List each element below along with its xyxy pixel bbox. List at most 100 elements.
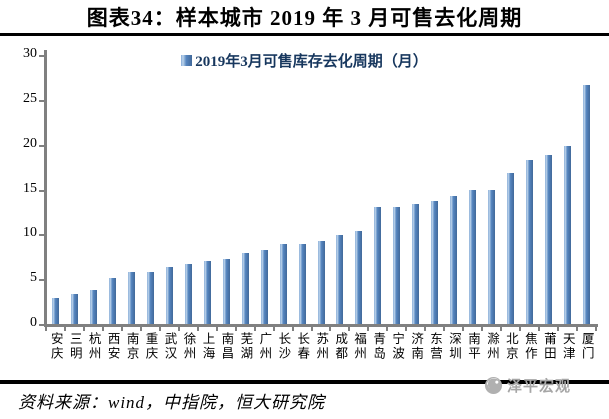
bar-北京: [507, 173, 515, 324]
x-axis-tick: [158, 327, 161, 331]
x-axis-tick: [424, 327, 427, 331]
x-axis-tick: [291, 327, 294, 331]
x-axis-category-label: 滁州: [484, 332, 499, 361]
y-axis-tick: [39, 99, 45, 102]
bar-武汉: [165, 266, 173, 324]
bar-西安: [108, 278, 116, 324]
bar-南京: [127, 271, 135, 324]
bar-南平: [469, 189, 477, 324]
bar-福州: [355, 230, 363, 324]
watermark-logo-icon: [484, 376, 503, 395]
x-axis-tick: [557, 327, 560, 331]
x-axis-tick: [481, 327, 484, 331]
bar-深圳: [450, 195, 458, 324]
x-axis-tick: [443, 327, 446, 331]
x-axis-category-label: 长沙: [276, 332, 291, 361]
watermark-text: 泽平宏观: [507, 379, 572, 395]
y-axis-tick-label: 10: [23, 225, 37, 241]
legend-swatch-icon: [181, 55, 193, 66]
x-axis-category-label: 宁波: [390, 332, 405, 361]
bar-广州: [260, 250, 268, 324]
x-axis-tick: [386, 327, 389, 331]
x-axis-tick: [196, 327, 199, 331]
x-axis-category-label: 武汉: [162, 332, 177, 361]
watermark: 泽平宏观: [484, 375, 571, 396]
x-axis-category-label: 成都: [333, 332, 348, 361]
bar-济南: [412, 203, 420, 324]
x-axis-line: [44, 324, 598, 327]
x-axis-tick: [63, 327, 66, 331]
x-axis-category-label: 南京: [124, 332, 139, 361]
y-axis-tick: [39, 324, 45, 326]
bar-厦门: [583, 85, 591, 324]
bar-天津: [564, 145, 572, 324]
y-axis-tick-label: 25: [23, 90, 37, 106]
x-axis-category-label: 福州: [352, 332, 367, 361]
bar-滁州: [488, 189, 496, 324]
x-axis-category-label: 天津: [560, 332, 575, 361]
bar-成都: [336, 235, 344, 324]
y-axis-tick-label: 5: [30, 270, 37, 286]
x-axis-tick: [329, 327, 332, 331]
x-axis-category-label: 北京: [503, 332, 518, 361]
y-axis-tick-label: 20: [23, 135, 37, 151]
bar-安庆: [51, 297, 59, 324]
chart-title: 图表34：样本城市 2019 年 3 月可售去化周期: [86, 6, 523, 30]
x-axis-category-label: 上海: [200, 332, 215, 361]
x-axis-tick: [177, 327, 180, 331]
y-axis-tick-label: 0: [30, 315, 37, 330]
x-axis-tick: [82, 327, 85, 331]
x-axis-category-label: 西安: [105, 332, 120, 361]
data-source-note: 资料来源：wind，中指院，恒大研究院: [18, 393, 326, 412]
x-axis-category-label: 苏州: [314, 332, 329, 361]
x-axis-tick: [139, 327, 142, 331]
bar-焦作: [526, 159, 534, 324]
x-axis-category-label: 徐州: [181, 332, 196, 361]
x-axis-tick: [348, 327, 351, 331]
bar-上海: [203, 261, 211, 324]
chart-legend: 2019年3月可售库存去化周期（月）: [0, 50, 609, 71]
x-axis-tick: [45, 327, 47, 331]
x-axis-category-label: 济南: [409, 332, 424, 361]
y-axis-tick: [39, 144, 45, 147]
x-axis-category-label: 安庆: [48, 332, 63, 361]
bar-南昌: [222, 259, 230, 324]
bar-芜湖: [241, 253, 249, 324]
bar-莆田: [545, 155, 553, 324]
x-axis-tick: [405, 327, 408, 331]
x-axis-category-label: 广州: [257, 332, 272, 361]
x-axis-category-label: 三明: [67, 332, 82, 361]
x-axis-tick: [120, 327, 123, 331]
x-axis-tick: [234, 327, 237, 331]
y-axis-tick: [39, 279, 45, 282]
bar-重庆: [146, 271, 154, 324]
x-axis-category-label: 长春: [295, 332, 310, 361]
x-axis-tick: [367, 327, 370, 331]
bar-宁波: [393, 206, 401, 324]
x-axis-category-label: 南昌: [219, 332, 234, 361]
x-axis-category-label: 杭州: [86, 332, 101, 361]
bar-杭州: [89, 289, 97, 324]
x-axis-tick: [215, 327, 218, 331]
x-axis-category-label: 焦作: [522, 332, 537, 361]
x-axis-tick: [538, 327, 541, 331]
x-axis-tick: [576, 327, 579, 331]
x-axis-tick: [500, 327, 503, 331]
x-axis-category-label: 厦门: [579, 332, 594, 361]
bar-徐州: [184, 263, 192, 324]
x-axis-tick: [272, 327, 275, 331]
x-axis-category-label: 青岛: [371, 332, 386, 361]
y-axis-tick: [39, 55, 45, 57]
bar-长沙: [279, 244, 287, 324]
y-axis-tick-label: 30: [23, 46, 37, 61]
bar-三明: [70, 293, 78, 324]
header-divider: [0, 33, 609, 36]
x-axis-tick: [462, 327, 465, 331]
footer-divider: [0, 380, 609, 384]
x-axis-tick: [519, 327, 522, 331]
x-axis-tick: [101, 327, 104, 331]
bar-苏州: [317, 240, 325, 324]
y-axis-tick-label: 15: [23, 180, 37, 196]
x-axis-tick: [253, 327, 256, 331]
